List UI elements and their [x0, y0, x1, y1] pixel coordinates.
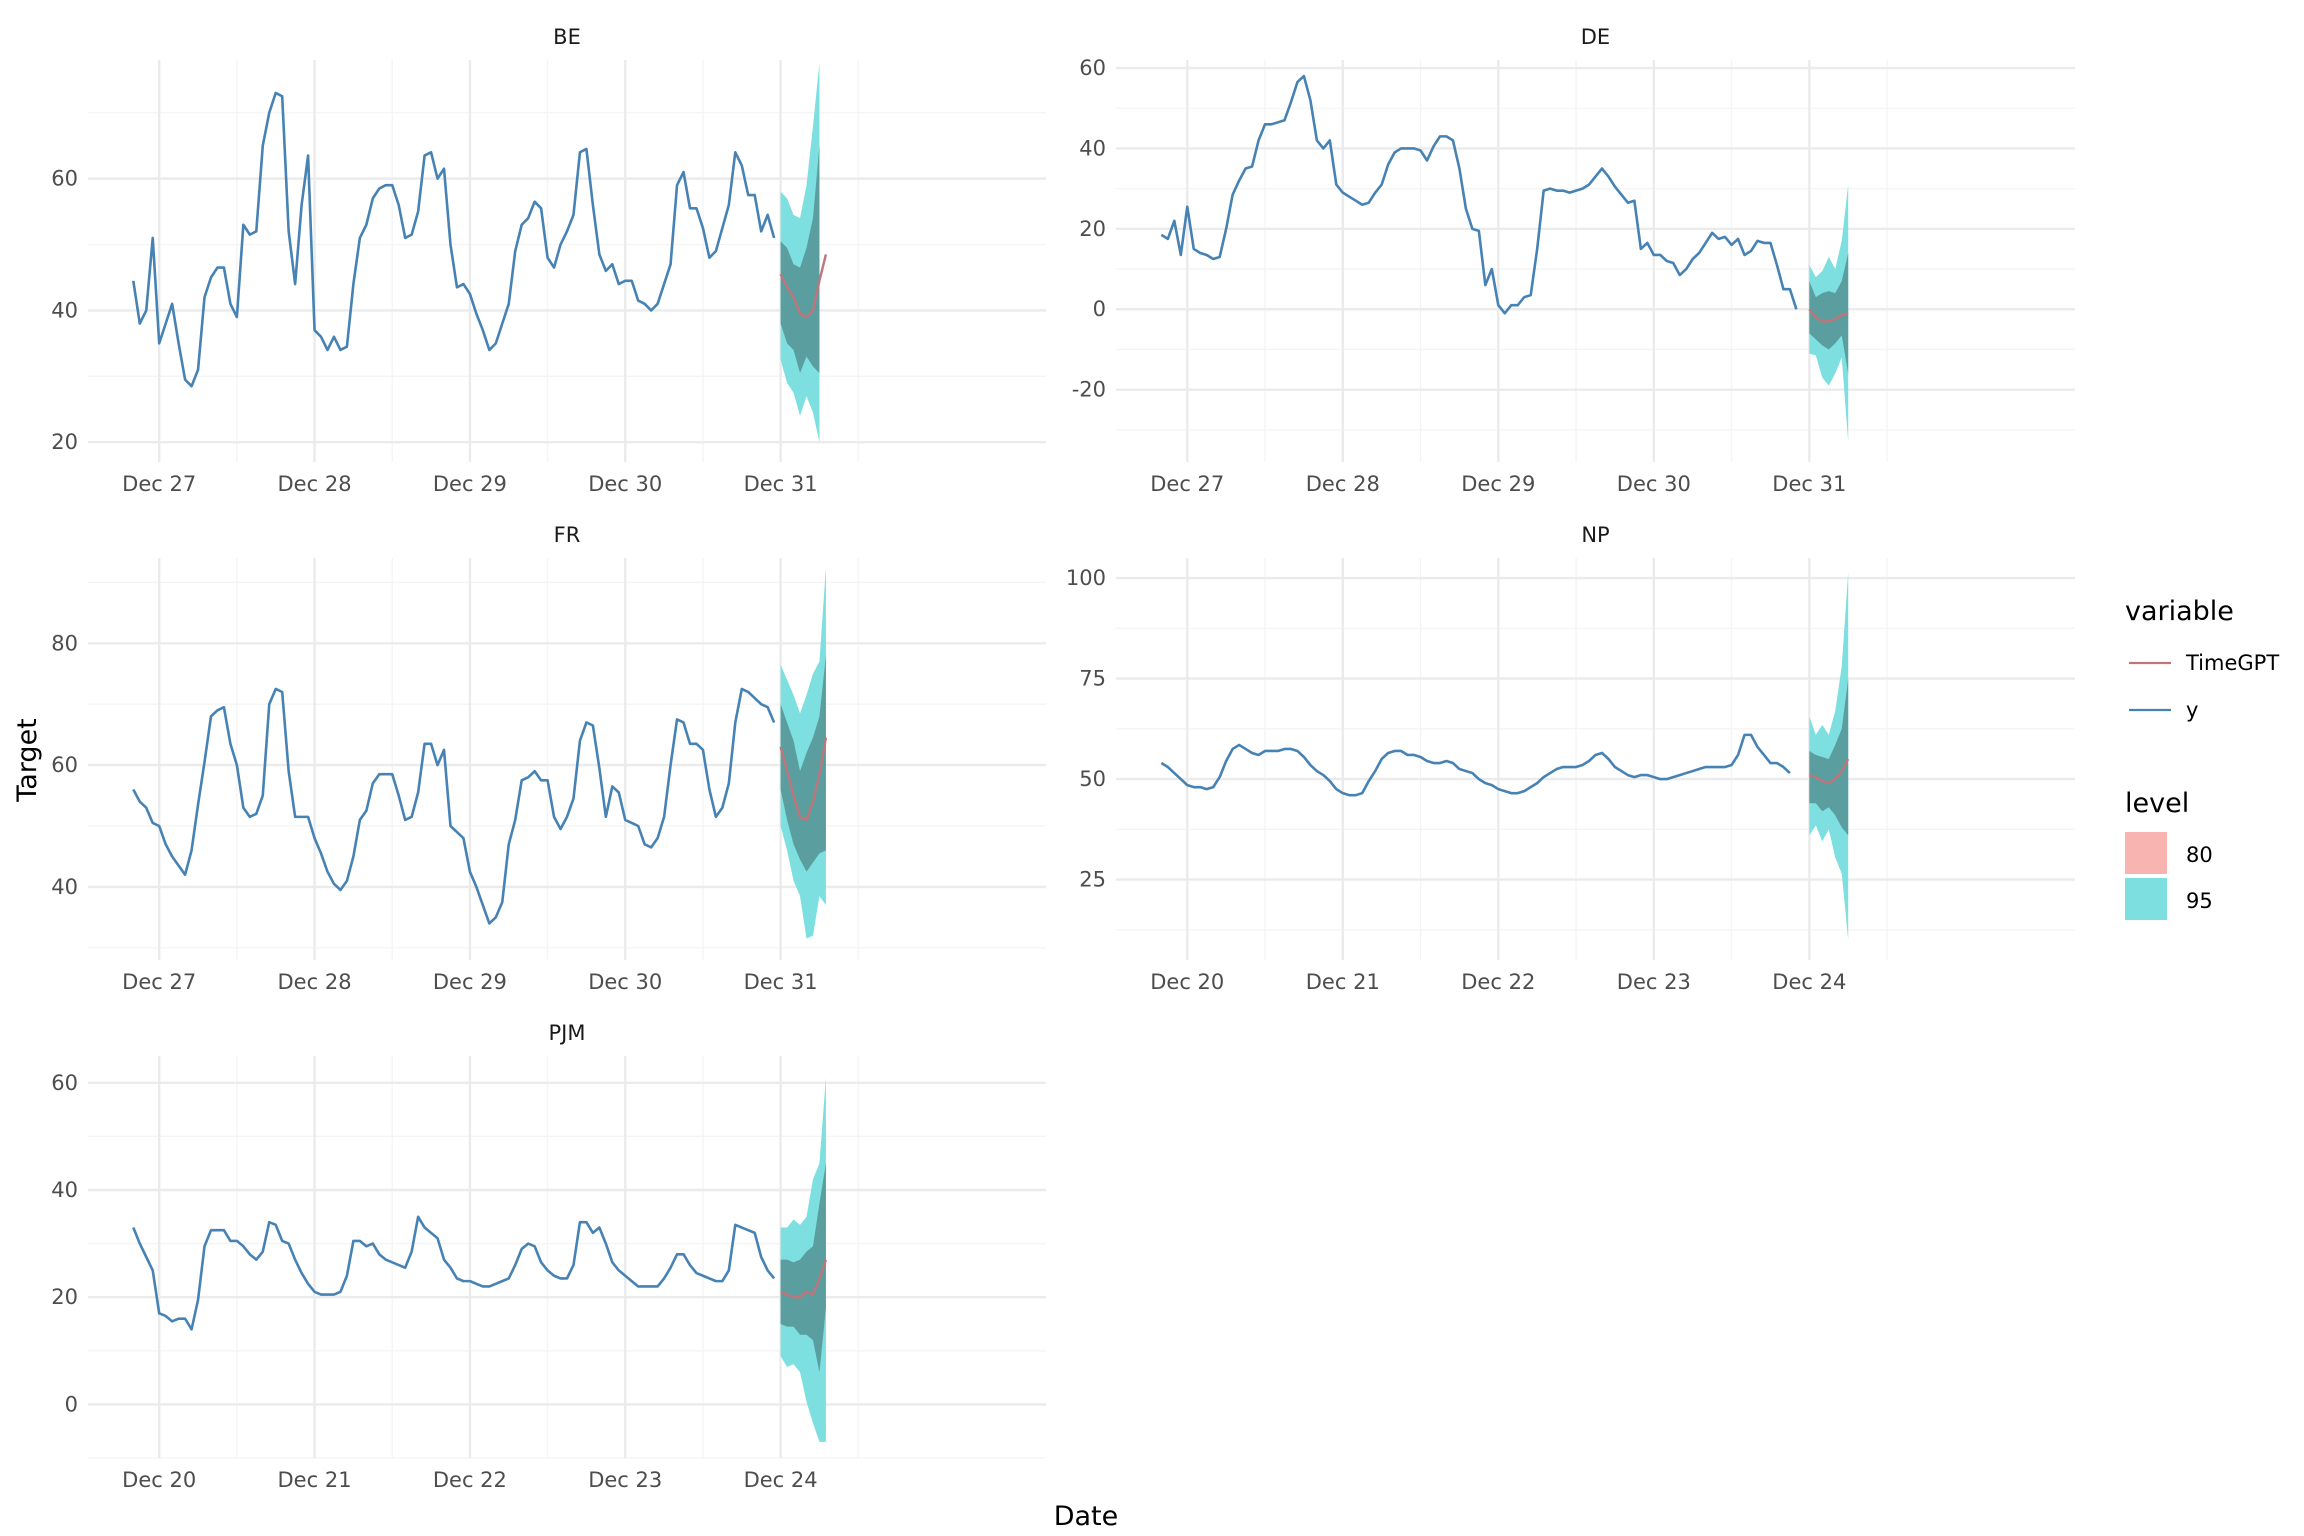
series-timegpt-line [1808, 758, 1850, 785]
x-tick-label: Dec 28 [278, 472, 352, 496]
interval-80-band [1809, 252, 1849, 374]
y-tick-label: 40 [51, 1178, 78, 1202]
x-tick-label: Dec 28 [278, 970, 352, 994]
y-tick-label: 20 [51, 1285, 78, 1309]
y-tick-label: 40 [51, 875, 78, 899]
x-tick-label: Dec 30 [588, 472, 662, 496]
x-tick-label: Dec 23 [1617, 970, 1691, 994]
x-tick-label: Dec 24 [1772, 970, 1846, 994]
panel-title-de: DE [1581, 25, 1610, 49]
panel-np: NP Dec 20 Dec 21 Dec 22 Dec 23 Dec 24 25 50 75 10… [1066, 523, 2075, 994]
panel-de: DE Dec 27 Dec 28 Dec 29 Dec 30 Dec 31 -20 0 20 40… [1072, 25, 2075, 496]
legend-level-title: level [2125, 788, 2189, 819]
x-tick-label: Dec 27 [122, 472, 196, 496]
x-tick-label: Dec 31 [744, 472, 818, 496]
y-axis-title: Target [12, 718, 43, 803]
panel-title-np: NP [1581, 523, 1609, 547]
x-tick-label: Dec 27 [122, 970, 196, 994]
legend-variable-title: variable [2125, 596, 2234, 627]
series-timegpt-line [780, 1259, 828, 1299]
legend: variable TimeGPT y level 80 95 [2125, 596, 2279, 920]
panel-title-be: BE [553, 25, 581, 49]
series-timegpt-line [1808, 308, 1849, 323]
interval-80-band [780, 1163, 826, 1373]
x-tick-label: Dec 31 [1772, 472, 1846, 496]
x-tick-label: Dec 22 [1461, 970, 1535, 994]
x-tick-label: Dec 27 [1150, 472, 1224, 496]
x-tick-label: Dec 29 [433, 472, 507, 496]
x-tick-label: Dec 30 [588, 970, 662, 994]
x-tick-label: Dec 28 [1306, 472, 1380, 496]
x-tick-label: Dec 31 [744, 970, 818, 994]
legend-label-95: 95 [2186, 889, 2213, 913]
interval-80-band [1809, 678, 1849, 836]
series-y-line [1160, 733, 1791, 797]
interval-80-band [780, 655, 826, 872]
legend-label-80: 80 [2186, 843, 2213, 867]
series-y-line [132, 91, 776, 388]
panel-be: BE Dec 27 Dec 28 Dec 29 Dec 30 Dec 31 20 40 60 [51, 25, 1046, 496]
panel-title-pjm: PJM [549, 1021, 586, 1045]
y-tick-label: 50 [1079, 767, 1106, 791]
y-tick-label: 0 [1093, 297, 1106, 321]
legend-label-timegpt: TimeGPT [2185, 651, 2279, 675]
legend-key-level-80: 80 [2125, 832, 2213, 874]
y-tick-label: -20 [1072, 378, 1106, 402]
x-tick-label: Dec 20 [1150, 970, 1224, 994]
series-timegpt-line [779, 737, 828, 822]
legend-swatch-80 [2125, 832, 2167, 874]
x-tick-label: Dec 21 [278, 1468, 352, 1492]
y-tick-label: 40 [51, 298, 78, 322]
series-y-line [1160, 74, 1798, 315]
y-tick-label: 60 [51, 753, 78, 777]
y-tick-label: 60 [51, 167, 78, 191]
legend-swatch-95 [2125, 878, 2167, 920]
y-tick-label: 25 [1079, 868, 1106, 892]
y-tick-label: 20 [51, 430, 78, 454]
x-tick-label: Dec 30 [1617, 472, 1691, 496]
y-tick-label: 40 [1079, 136, 1106, 160]
interval-80-band [780, 145, 820, 374]
legend-label-y: y [2186, 698, 2198, 722]
legend-key-timegpt: TimeGPT [2129, 651, 2279, 675]
series-timegpt-line [779, 254, 828, 319]
x-tick-label: Dec 22 [433, 1468, 507, 1492]
x-axis-title: Date [1054, 1501, 1119, 1532]
panel-pjm: PJM Dec 20 Dec 21 Dec 22 Dec 23 Dec 24 0 20 40 60 [51, 1021, 1046, 1492]
x-tick-label: Dec 29 [1461, 472, 1535, 496]
x-tick-label: Dec 20 [122, 1468, 196, 1492]
y-tick-label: 80 [51, 631, 78, 655]
y-tick-label: 100 [1066, 566, 1106, 590]
y-tick-label: 75 [1079, 667, 1106, 691]
series-y-line [132, 687, 776, 925]
x-tick-label: Dec 23 [588, 1468, 662, 1492]
y-tick-label: 20 [1079, 217, 1106, 241]
legend-key-level-95: 95 [2125, 878, 2213, 920]
y-tick-label: 0 [65, 1392, 78, 1416]
interval-95-band [1809, 572, 1849, 940]
y-tick-label: 60 [51, 1071, 78, 1095]
series-y-line [132, 1215, 776, 1331]
panel-fr: FR Dec 27 Dec 28 Dec 29 Dec 30 Dec 31 40 60 80 [51, 523, 1046, 994]
y-tick-label: 60 [1079, 56, 1106, 80]
x-tick-label: Dec 29 [433, 970, 507, 994]
x-tick-label: Dec 21 [1306, 970, 1380, 994]
legend-key-y: y [2129, 698, 2198, 722]
panel-title-fr: FR [554, 523, 581, 547]
x-tick-label: Dec 24 [744, 1468, 818, 1492]
